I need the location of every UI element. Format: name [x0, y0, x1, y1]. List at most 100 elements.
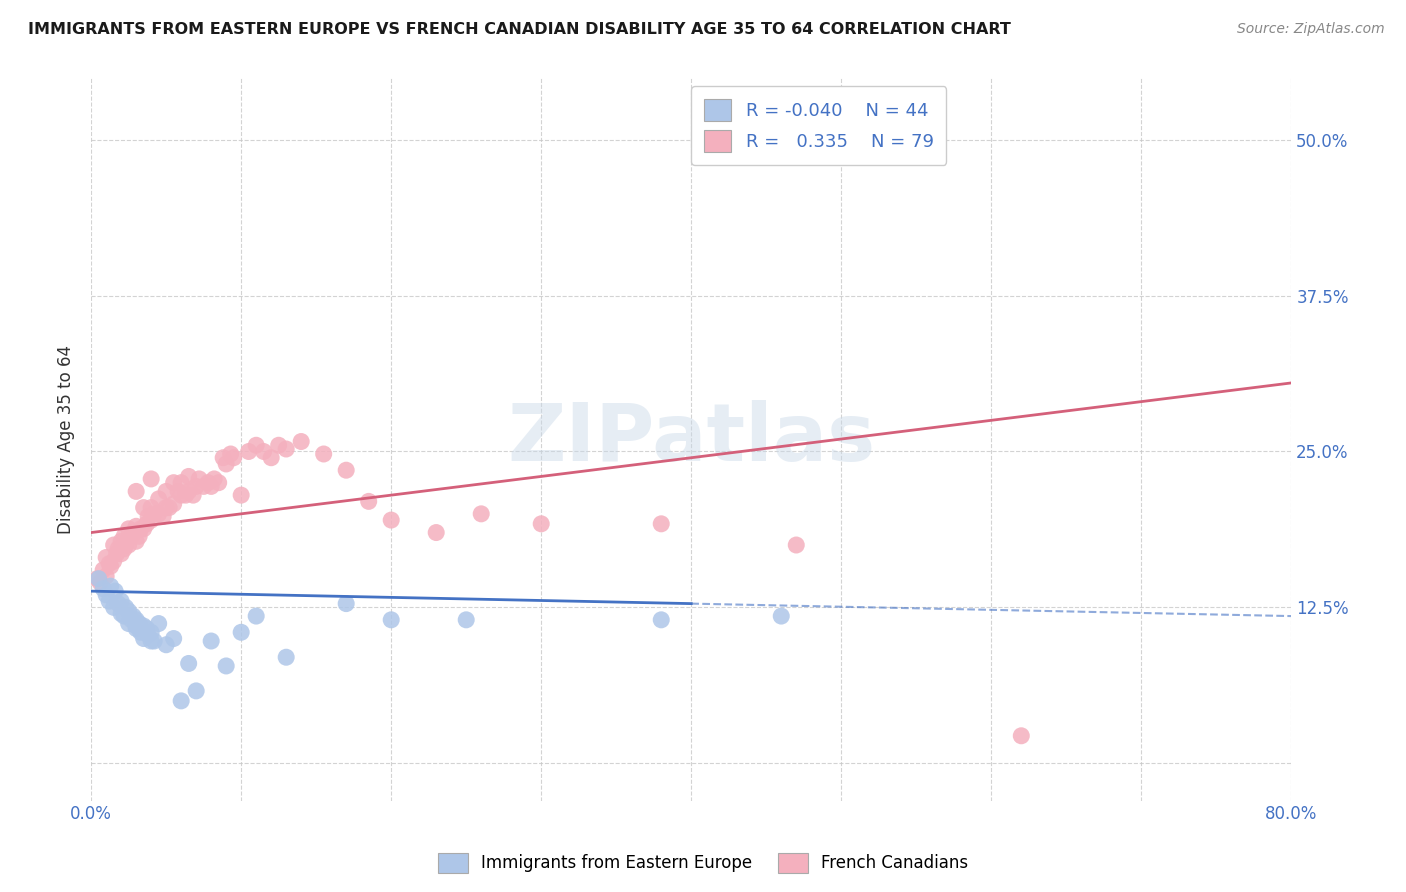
Point: [96, 550, 118, 565]
Point: [219, 447, 242, 461]
Point: [276, 442, 298, 456]
Point: [132, 619, 155, 633]
Point: [148, 507, 170, 521]
Point: [114, 538, 136, 552]
Point: [107, 541, 129, 556]
Point: [141, 513, 163, 527]
Point: [785, 538, 807, 552]
Point: [253, 444, 276, 458]
Point: [157, 500, 180, 515]
Point: [91, 582, 114, 596]
Point: [155, 484, 177, 499]
Point: [197, 475, 219, 490]
Point: [141, 625, 163, 640]
Point: [143, 507, 166, 521]
Point: [163, 632, 186, 646]
Point: [112, 609, 135, 624]
Point: [770, 609, 793, 624]
Y-axis label: Disability Age 35 to 64: Disability Age 35 to 64: [58, 344, 75, 533]
Point: [141, 634, 163, 648]
Point: [170, 475, 193, 490]
Point: [335, 463, 357, 477]
Point: [118, 532, 141, 546]
Point: [267, 438, 290, 452]
Legend: Immigrants from Eastern Europe, French Canadians: Immigrants from Eastern Europe, French C…: [432, 847, 974, 880]
Point: [177, 484, 200, 499]
Point: [141, 472, 163, 486]
Point: [200, 634, 222, 648]
Point: [112, 529, 135, 543]
Point: [143, 634, 166, 648]
Point: [132, 632, 155, 646]
Point: [155, 500, 177, 515]
Point: [200, 479, 222, 493]
Point: [125, 619, 148, 633]
Point: [920, 133, 942, 147]
Text: Source: ZipAtlas.com: Source: ZipAtlas.com: [1237, 22, 1385, 37]
Point: [118, 616, 141, 631]
Point: [125, 519, 148, 533]
Point: [380, 513, 402, 527]
Point: [456, 613, 478, 627]
Point: [222, 450, 245, 465]
Point: [470, 507, 492, 521]
Point: [114, 600, 136, 615]
Point: [148, 491, 170, 506]
Point: [163, 475, 186, 490]
Point: [141, 500, 163, 515]
Point: [125, 534, 148, 549]
Point: [132, 522, 155, 536]
Point: [128, 616, 150, 631]
Point: [129, 625, 152, 640]
Point: [193, 479, 215, 493]
Point: [110, 547, 132, 561]
Point: [530, 516, 553, 531]
Point: [186, 479, 208, 493]
Point: [118, 522, 141, 536]
Point: [245, 609, 267, 624]
Point: [186, 684, 208, 698]
Point: [177, 657, 200, 671]
Legend: R = -0.040    N = 44, R =   0.335    N = 79: R = -0.040 N = 44, R = 0.335 N = 79: [692, 87, 946, 165]
Point: [231, 488, 253, 502]
Point: [177, 469, 200, 483]
Point: [650, 516, 672, 531]
Point: [118, 604, 141, 618]
Point: [380, 613, 402, 627]
Point: [148, 616, 170, 631]
Point: [100, 579, 122, 593]
Point: [181, 488, 204, 502]
Point: [170, 694, 193, 708]
Point: [650, 613, 672, 627]
Text: IMMIGRANTS FROM EASTERN EUROPE VS FRENCH CANADIAN DISABILITY AGE 35 TO 64 CORREL: IMMIGRANTS FROM EASTERN EUROPE VS FRENCH…: [28, 22, 1011, 37]
Point: [357, 494, 380, 508]
Point: [125, 613, 148, 627]
Point: [91, 563, 114, 577]
Point: [129, 522, 152, 536]
Point: [167, 484, 190, 499]
Point: [110, 594, 132, 608]
Point: [103, 600, 125, 615]
Point: [103, 538, 125, 552]
Point: [238, 444, 260, 458]
Point: [245, 438, 267, 452]
Point: [98, 557, 121, 571]
Point: [188, 472, 211, 486]
Point: [312, 447, 335, 461]
Point: [290, 434, 312, 449]
Point: [118, 538, 141, 552]
Point: [110, 607, 132, 621]
Point: [202, 472, 225, 486]
Point: [125, 484, 148, 499]
Point: [152, 509, 174, 524]
Point: [110, 534, 132, 549]
Point: [170, 488, 193, 502]
Point: [128, 529, 150, 543]
Point: [212, 450, 235, 465]
Point: [163, 497, 186, 511]
Point: [96, 588, 118, 602]
Point: [135, 516, 157, 531]
Point: [98, 594, 121, 608]
Point: [96, 569, 118, 583]
Point: [112, 541, 135, 556]
